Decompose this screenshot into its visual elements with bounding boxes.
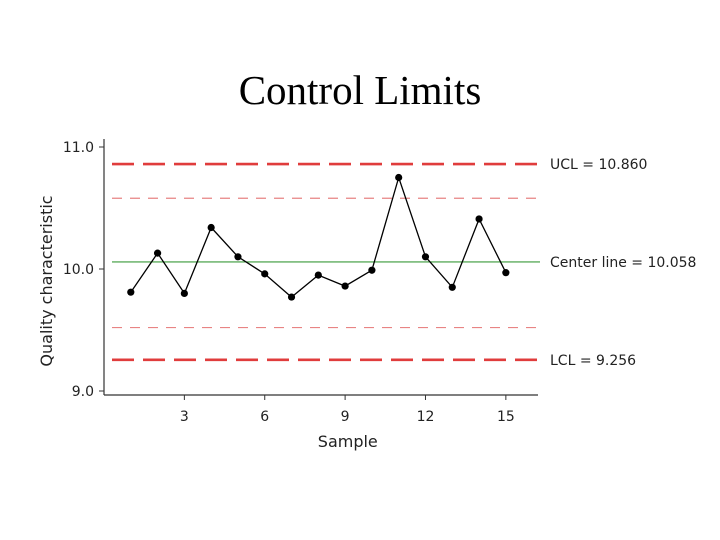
control-limit-line-label: UCL = 10.860 — [550, 157, 647, 173]
x-axis-title: Sample — [318, 432, 378, 451]
data-point — [475, 215, 483, 223]
data-point — [395, 173, 403, 182]
center-line-label: Center line = 10.058 — [550, 255, 696, 271]
series-line — [130, 175, 507, 298]
x-tick-label: 3 — [180, 409, 189, 425]
slide-title: Control Limits — [238, 67, 482, 113]
data-point — [314, 271, 322, 279]
reference-lines — [112, 162, 540, 362]
x-tick-label: 12 — [417, 409, 435, 425]
data-point — [153, 249, 162, 257]
x-tick-label: 9 — [341, 409, 350, 425]
data-point — [421, 253, 430, 261]
chart-axes: 9.0 10.0 11.0 3 6 9 12 15 — [63, 139, 538, 425]
y-axis-title: Quality characteristic — [37, 195, 56, 366]
control-limit-line-label: LCL = 9.256 — [550, 353, 636, 369]
data-point — [448, 283, 456, 291]
data-point — [368, 266, 376, 274]
chart-labels: Sample Quality characteristic UCL = 10.860… — [37, 157, 696, 451]
y-tick-label: 9.0 — [72, 384, 94, 400]
data-point — [234, 253, 242, 261]
x-tick-label: 6 — [260, 409, 269, 425]
data-point — [261, 270, 269, 278]
y-tick-label: 10.0 — [63, 262, 94, 278]
data-point — [180, 289, 188, 297]
data-point — [502, 269, 510, 277]
data-point — [287, 293, 296, 301]
data-point — [127, 288, 135, 296]
data-series — [127, 173, 510, 301]
y-tick-label: 11.0 — [63, 140, 94, 156]
data-point — [207, 223, 215, 232]
x-tick-label: 15 — [497, 409, 515, 425]
data-point — [341, 282, 349, 290]
